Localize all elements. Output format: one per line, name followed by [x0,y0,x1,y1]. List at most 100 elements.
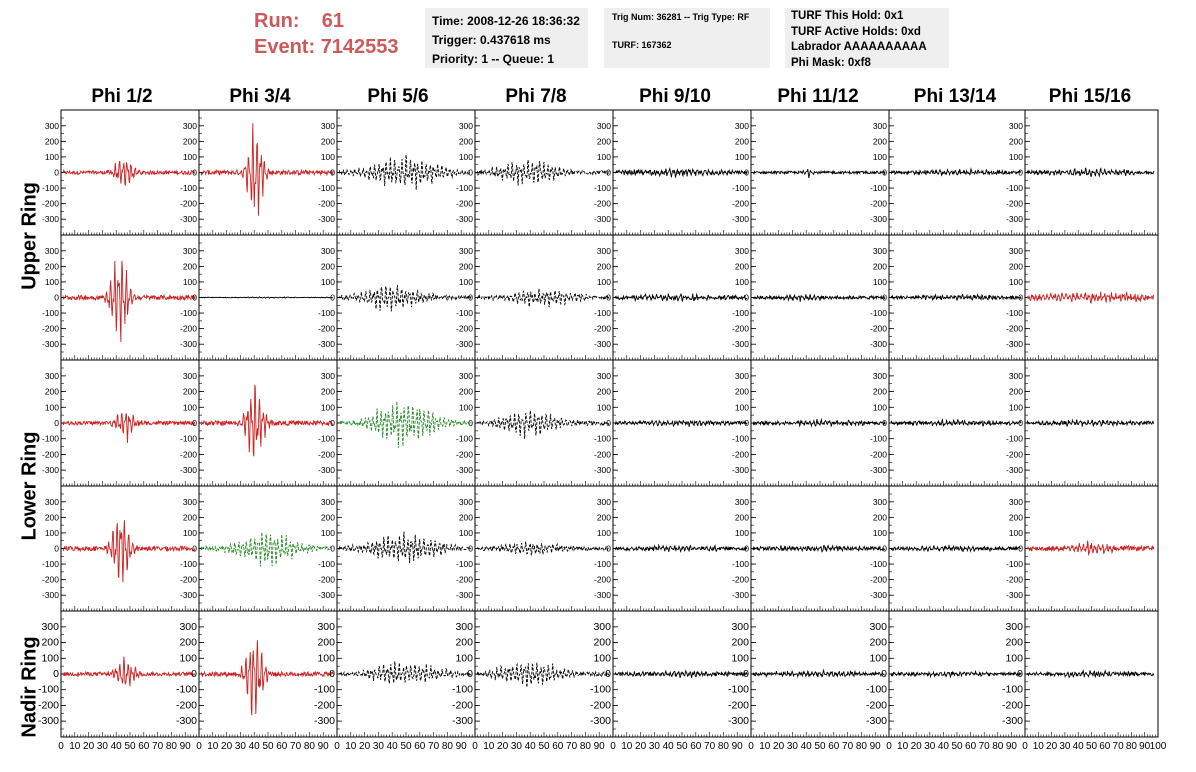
y-tick-label: 0 [882,293,887,303]
x-tick-label: 90 [318,741,330,752]
y-tick-label: 300 [1009,371,1023,381]
y-tick-label: 0 [882,418,887,428]
panel-r4-c7: 300 200 100 0 -100 -200 -300 [870,485,1026,612]
y-tick-label: -300 [866,715,887,727]
y-tick-label: 200 [873,512,887,522]
y-tick-label: -100 [318,183,335,193]
y-tick-label: -300 [42,339,59,349]
y-tick-label: 0 [606,293,611,303]
panel-r5-c8: 300 200 100 0 -100 -200 -300 [1002,610,1159,738]
panel-r5-c6: 300 200 100 0 -100 -200 -300 [728,610,890,738]
x-tick-label: 20 [359,741,371,752]
y-tick-label: 200 [869,637,887,649]
priority-text: Priority: 1 -- Queue: 1 [432,52,555,66]
y-tick-label: 0 [606,418,611,428]
y-tick-label: 200 [735,136,749,146]
y-tick-label: -300 [456,214,473,224]
waveform-trace [614,669,748,679]
y-tick-label: 200 [317,637,335,649]
y-tick-label: 0 [192,418,197,428]
y-tick-label: -300 [1006,465,1023,475]
panel-r4-c5: 300 200 100 0 -100 -200 -300 [594,485,752,612]
y-tick-label: -300 [42,214,59,224]
y-tick-label: 300 [597,371,611,381]
trig-info-box: Trig Num: 36281 -- Trig Type: RF TURF: 1… [604,8,770,68]
y-tick-label: -100 [594,559,611,569]
y-tick-label: -200 [594,324,611,334]
y-tick-label: 100 [183,528,197,538]
x-tick-label: 70 [1113,741,1125,752]
x-tick-label: 80 [1126,741,1138,752]
y-tick-label: -100 [870,308,887,318]
y-tick-label: -300 [732,339,749,349]
x-tick-label: 30 [511,741,523,752]
y-tick-label: 300 [45,121,59,131]
y-tick-label: -100 [42,434,59,444]
y-tick-label: -300 [870,214,887,224]
panel-r5-c3: 300 200 100 0 -100 -200 -300 [314,610,476,738]
waveform-trace [338,154,472,190]
y-tick-label: -200 [732,575,749,585]
y-tick-label: 200 [593,637,611,649]
waveform-trace [890,417,1022,428]
y-tick-label: 300 [45,497,59,507]
y-tick-label: -300 [180,339,197,349]
x-tick-label: 70 [704,741,716,752]
panel-r5-c4: 300 200 100 0 -100 -200 -300 [452,610,614,738]
x-tick-label: 60 [138,741,150,752]
y-tick-label: 100 [1005,652,1023,664]
x-tick-label: 0 [610,741,616,752]
y-tick-label: -300 [314,715,335,727]
waveform-trace [614,166,748,178]
waveform-trace [338,284,472,312]
y-tick-label: 0 [192,293,197,303]
y-tick-label: 200 [45,387,59,397]
y-tick-label: -100 [42,308,59,318]
y-tick-label: 0 [54,418,59,428]
y-tick-label: -200 [318,199,335,209]
panel-r5-c2: 300 200 100 0 -100 -200 -300 [176,610,338,738]
x-tick-label: 10 [69,741,81,752]
y-tick-label: -100 [314,684,335,696]
y-tick-label: -100 [590,684,611,696]
y-tick-label: -300 [870,465,887,475]
x-tick-label: 60 [276,741,288,752]
x-tick-label: 0 [1022,741,1028,752]
y-tick-label: 200 [459,136,473,146]
y-tick-label: -200 [732,324,749,334]
y-tick-label: -300 [180,590,197,600]
y-tick-label: 200 [455,637,473,649]
turf-text: TURF: 167362 [612,40,672,50]
x-tick-label: 60 [828,741,840,752]
y-tick-label: -300 [318,339,335,349]
y-tick-label: 300 [459,121,473,131]
y-tick-label: -300 [1002,715,1023,727]
x-tick-label: 10 [621,741,633,752]
y-tick-label: 300 [317,621,335,633]
x-tick-label: 50 [124,741,136,752]
x-tick-label: 30 [924,741,936,752]
y-tick-label: -200 [42,575,59,585]
x-tick-label: 10 [207,741,219,752]
waveform-trace [200,384,334,457]
x-tick-label: 80 [304,741,316,752]
y-tick-label: 300 [735,246,749,256]
labrador-text: Labrador AAAAAAAAAA [791,41,927,53]
y-tick-label: -200 [866,699,887,711]
y-tick-label: 300 [731,621,749,633]
y-tick-label: 300 [321,121,335,131]
waveform-trace [200,640,334,716]
y-tick-label: 0 [192,544,197,554]
x-tick-label: 90 [594,741,606,752]
x-tick-label: 20 [83,741,95,752]
x-tick-label: 40 [525,741,537,752]
y-tick-label: 200 [183,387,197,397]
panel-r1-c2: 300 200 100 0 -100 -200 -300 [180,109,338,236]
y-tick-label: 200 [41,637,59,649]
x-tick-label: 100 [1150,741,1167,752]
column-header-phi-7-8: Phi 7/8 [505,86,567,107]
y-tick-label: -200 [1006,449,1023,459]
y-tick-label: 0 [54,544,59,554]
y-tick-label: 100 [183,402,197,412]
y-tick-label: -300 [180,214,197,224]
